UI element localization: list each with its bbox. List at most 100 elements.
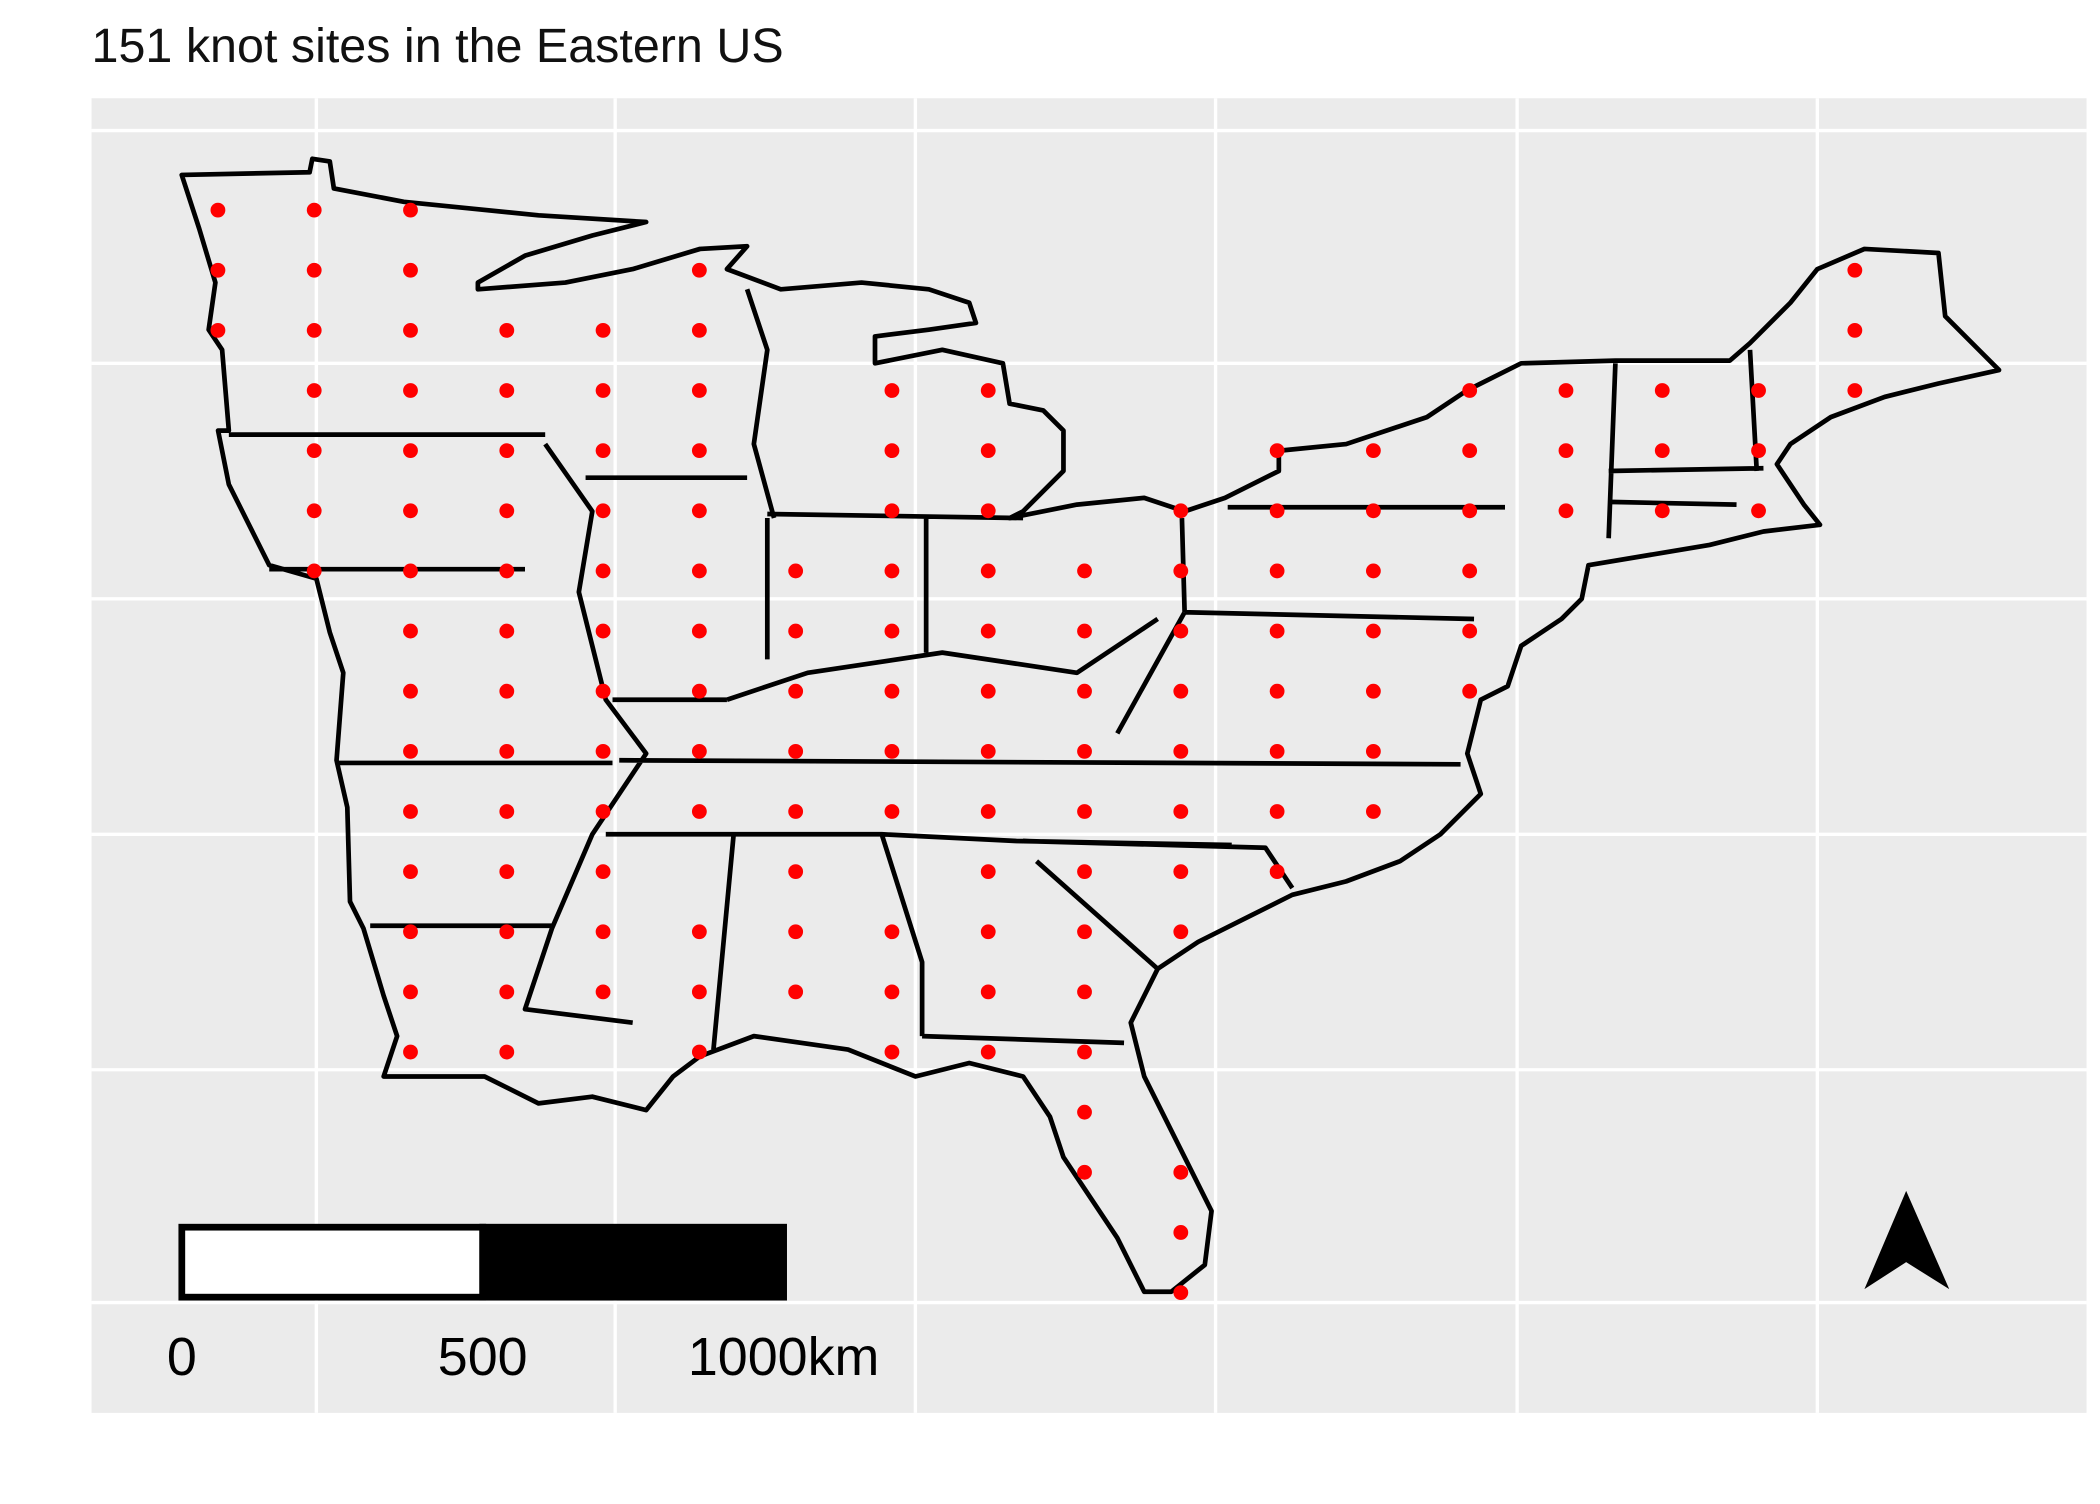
knot-site — [306, 322, 322, 338]
knot-site — [884, 563, 900, 579]
knot-site — [1654, 443, 1670, 459]
knot-site — [403, 623, 418, 639]
knot-site — [980, 443, 996, 459]
knot-site — [403, 683, 418, 699]
knot-site — [1077, 924, 1092, 940]
knot-site — [1269, 683, 1285, 699]
knot-site — [1173, 743, 1189, 759]
knot-site — [595, 443, 611, 459]
knot-site — [595, 743, 611, 759]
knot-site — [1462, 563, 1478, 579]
knot-site — [691, 563, 707, 579]
knot-site — [1077, 864, 1092, 880]
knot-site — [1173, 623, 1189, 639]
graticule — [91, 98, 2087, 1413]
knot-site — [403, 563, 418, 579]
knot-site — [403, 804, 418, 819]
knot-site — [980, 563, 996, 579]
knot-site — [980, 984, 996, 1000]
knot-site — [403, 984, 418, 1000]
knot-site — [403, 503, 418, 519]
knot-site — [1365, 503, 1381, 519]
knot-site — [1077, 1104, 1092, 1120]
knot-site — [499, 864, 515, 880]
knot-site — [210, 262, 226, 278]
knot-site — [884, 683, 900, 699]
knot-site — [499, 623, 515, 639]
knot-site — [1173, 1164, 1189, 1180]
knot-site — [691, 924, 707, 940]
knot-site — [1365, 563, 1381, 579]
knot-site — [691, 804, 707, 819]
knot-site — [1077, 683, 1092, 699]
knot-site — [980, 1044, 996, 1060]
knot-site — [595, 804, 611, 819]
knot-site — [595, 503, 611, 519]
knot-site — [788, 683, 804, 699]
knot-site — [499, 924, 515, 940]
knot-site — [691, 443, 707, 459]
knot-site — [499, 322, 515, 338]
knot-site — [1269, 743, 1285, 759]
knot-site — [1077, 623, 1092, 639]
knot-site — [788, 984, 804, 1000]
knot-site — [691, 743, 707, 759]
knot-site — [884, 804, 900, 819]
knot-site — [595, 683, 611, 699]
knot-site — [403, 322, 418, 338]
knot-site — [884, 1044, 900, 1060]
knot-site — [884, 443, 900, 459]
knot-site — [980, 683, 996, 699]
knot-site — [499, 1044, 515, 1060]
knot-site — [403, 924, 418, 940]
knot-site — [980, 804, 996, 819]
knot-site — [1173, 1285, 1189, 1301]
knot-site — [1751, 503, 1766, 519]
knot-site — [1173, 804, 1189, 819]
knot-site — [306, 383, 322, 398]
knot-site — [980, 503, 996, 519]
knot-site — [499, 984, 515, 1000]
scale-bar-label: 0 — [167, 1327, 197, 1387]
knot-site — [980, 864, 996, 880]
knot-site — [884, 503, 900, 519]
knot-site — [1847, 383, 1863, 398]
knot-site — [1462, 383, 1478, 398]
knot-site — [1077, 1044, 1092, 1060]
knot-site — [403, 864, 418, 880]
knot-site — [1269, 563, 1285, 579]
knot-site — [1173, 1225, 1189, 1240]
knot-site — [595, 623, 611, 639]
knot-site — [1269, 804, 1285, 819]
knot-site — [1558, 443, 1574, 459]
knot-site — [306, 563, 322, 579]
north-arrow — [1864, 1190, 1950, 1290]
knot-site — [499, 503, 515, 519]
knot-site — [403, 1044, 418, 1060]
scale-bar-label: 500 — [438, 1327, 528, 1387]
knot-site — [403, 262, 418, 278]
knot-site — [788, 623, 804, 639]
knot-site — [499, 383, 515, 398]
knot-site — [788, 563, 804, 579]
knot-site — [884, 383, 900, 398]
knot-site — [1077, 743, 1092, 759]
knot-site — [691, 623, 707, 639]
knot-site — [1462, 443, 1478, 459]
knot-site — [210, 322, 226, 338]
knot-site — [884, 924, 900, 940]
knot-site — [788, 804, 804, 819]
knot-site — [595, 984, 611, 1000]
knot-site — [403, 383, 418, 398]
knot-site — [980, 623, 996, 639]
knot-site — [691, 503, 707, 519]
knot-site — [788, 864, 804, 880]
knot-site — [788, 743, 804, 759]
knot-site — [499, 563, 515, 579]
knot-site — [1654, 503, 1670, 519]
knot-site — [1077, 804, 1092, 819]
knot-site — [1558, 383, 1574, 398]
knot-site — [306, 503, 322, 519]
knot-site — [1462, 683, 1478, 699]
